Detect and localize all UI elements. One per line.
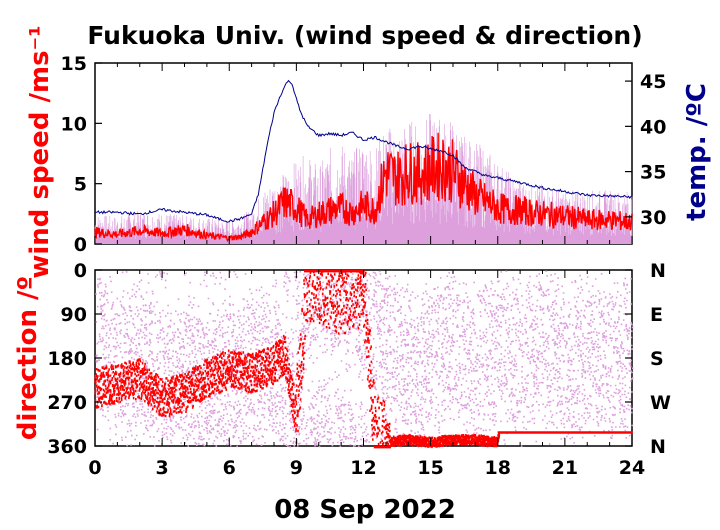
compass-tick-label: E bbox=[650, 304, 663, 326]
x-tick-label: 9 bbox=[290, 457, 303, 479]
x-tick-label: 6 bbox=[223, 457, 236, 479]
direction-axis-label: direction /º bbox=[13, 276, 43, 440]
direction-tick-label: 0 bbox=[74, 260, 87, 282]
top-left-ticks: 0 5 10 15 bbox=[61, 53, 102, 256]
wind-speed-tick-label: 0 bbox=[74, 234, 87, 256]
x-tick-label: 3 bbox=[156, 457, 169, 479]
gust-speed-line bbox=[94, 114, 633, 244]
temperature-line bbox=[94, 79, 633, 223]
compass-tick-label: S bbox=[650, 348, 664, 370]
x-tick-label: 15 bbox=[417, 457, 443, 479]
temperature-tick-label: 35 bbox=[640, 162, 666, 184]
compass-tick-label: N bbox=[650, 260, 666, 282]
top-panel: 0 5 10 15 30 35 40 45 wind speed /ms⁻¹ temp. /… bbox=[25, 25, 712, 278]
temperature-axis-label: temp. /ºC bbox=[682, 83, 712, 221]
x-tick-label: 21 bbox=[552, 457, 578, 479]
temperature-tick-label: 40 bbox=[640, 116, 666, 138]
compass-tick-label: W bbox=[650, 392, 671, 414]
bottom-mean-series bbox=[94, 270, 633, 449]
direction-tick-label: 90 bbox=[61, 304, 87, 326]
direction-tick-label: 270 bbox=[47, 392, 87, 414]
direction-tick-label: 180 bbox=[47, 348, 87, 370]
top-gust-series bbox=[94, 114, 633, 244]
mean-speed-line bbox=[94, 132, 633, 243]
wind-speed-tick-label: 5 bbox=[74, 174, 87, 196]
x-tick-label: 0 bbox=[88, 457, 101, 479]
wind-speed-tick-label: 10 bbox=[61, 113, 87, 135]
chart-title: Fukuoka Univ. (wind speed & direction) bbox=[87, 21, 642, 50]
wind-speed-axis-label: wind speed /ms⁻¹ bbox=[25, 25, 55, 278]
wind-speed-tick-label: 15 bbox=[61, 53, 87, 75]
bottom-left-ticks: 0 90 180 270 360 bbox=[47, 260, 102, 458]
top-x-ticks bbox=[94, 63, 633, 244]
direction-tick-label: 360 bbox=[47, 436, 87, 458]
temperature-tick-label: 30 bbox=[640, 207, 666, 229]
bottom-gust-series bbox=[95, 270, 634, 448]
top-mean-series bbox=[94, 132, 633, 243]
gust-direction-points bbox=[95, 270, 634, 448]
compass-tick-label: N bbox=[650, 436, 666, 458]
mean-direction-points bbox=[94, 270, 633, 449]
x-tick-label: 24 bbox=[619, 457, 645, 479]
top-right-ticks: 30 35 40 45 bbox=[625, 71, 666, 229]
temperature-tick-label: 45 bbox=[640, 71, 666, 93]
x-tick-label: 12 bbox=[350, 457, 376, 479]
x-tick-label: 18 bbox=[485, 457, 511, 479]
date-label: 08 Sep 2022 bbox=[274, 495, 456, 525]
bottom-x-ticks: 0 3 6 9 12 15 18 21 24 bbox=[88, 270, 645, 479]
top-temp-series bbox=[94, 79, 633, 223]
